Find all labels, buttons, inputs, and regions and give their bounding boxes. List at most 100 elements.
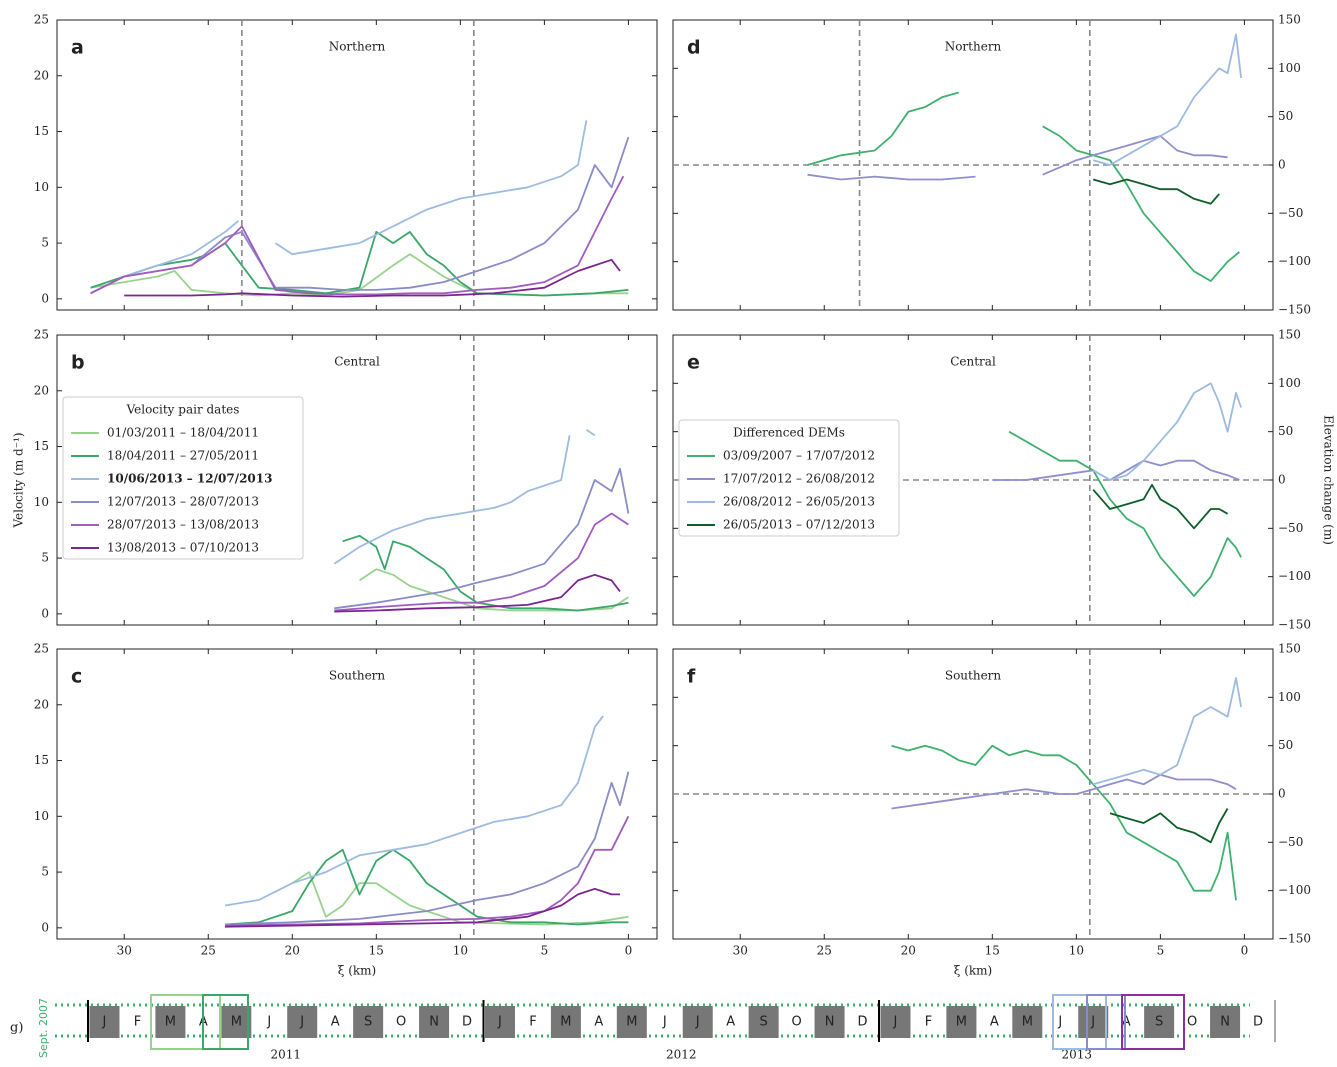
y2-tick-label: 0 bbox=[1278, 787, 1286, 801]
month-label: S bbox=[1155, 1015, 1163, 1030]
month-label: J bbox=[662, 1015, 667, 1030]
month-box bbox=[1144, 1006, 1175, 1038]
month-box bbox=[1210, 1006, 1241, 1038]
x-tick-label: 25 bbox=[817, 944, 832, 958]
y2-tick-label: 150 bbox=[1278, 328, 1301, 342]
series-line bbox=[1092, 677, 1242, 786]
series-line bbox=[1092, 382, 1242, 481]
y2-tick-label: 100 bbox=[1278, 690, 1301, 704]
legend-label: 03/09/2007 – 17/07/2012 bbox=[723, 449, 875, 463]
panel-letter: c bbox=[71, 666, 82, 688]
month-label: J bbox=[695, 1015, 700, 1030]
series-line bbox=[1008, 430, 1242, 597]
series-line bbox=[334, 512, 629, 612]
month-label: D bbox=[858, 1015, 868, 1030]
series-line bbox=[333, 429, 596, 565]
x-tick-label: 5 bbox=[541, 944, 549, 958]
month-box bbox=[550, 1006, 581, 1038]
month-box bbox=[682, 1006, 713, 1038]
y2-tick-label: 150 bbox=[1278, 642, 1301, 656]
month-box bbox=[616, 1006, 647, 1038]
series-line bbox=[891, 773, 1237, 810]
y-tick-label: 5 bbox=[41, 551, 49, 565]
panel-letter: b bbox=[71, 352, 85, 374]
year-label: 2013 bbox=[1061, 1048, 1092, 1062]
y-tick-label: 25 bbox=[34, 328, 49, 342]
y2-tick-label: 100 bbox=[1278, 61, 1301, 75]
x-tick-label: 15 bbox=[369, 944, 384, 958]
panel-title: Central bbox=[334, 355, 380, 369]
month-box bbox=[353, 1006, 384, 1038]
panel-title: Northern bbox=[329, 40, 386, 54]
panel-title: Central bbox=[950, 355, 996, 369]
series-line bbox=[90, 175, 625, 296]
y-tick-label: 10 bbox=[34, 495, 49, 509]
year-label: 2012 bbox=[666, 1048, 697, 1062]
x-tick-label: 10 bbox=[1069, 944, 1084, 958]
month-box bbox=[419, 1006, 450, 1038]
month-label: A bbox=[990, 1015, 999, 1030]
panel-title: Southern bbox=[945, 669, 1002, 683]
legend-title: Velocity pair dates bbox=[126, 403, 240, 417]
y-tick-label: 0 bbox=[41, 606, 49, 620]
month-label: M bbox=[1022, 1015, 1033, 1030]
month-label: A bbox=[1122, 1015, 1131, 1030]
y-tick-label: 25 bbox=[34, 642, 49, 656]
x-tick-label: 10 bbox=[453, 944, 468, 958]
month-box bbox=[221, 1006, 252, 1038]
legend-label: 12/07/2013 – 28/07/2013 bbox=[107, 495, 259, 509]
y-tick-label: 15 bbox=[34, 753, 49, 767]
legend-title: Differenced DEMs bbox=[733, 426, 845, 440]
month-box bbox=[287, 1006, 318, 1038]
month-label: O bbox=[791, 1015, 801, 1030]
y2-tick-label: −100 bbox=[1278, 569, 1311, 583]
legend-label: 13/08/2013 – 07/10/2013 bbox=[107, 541, 259, 555]
month-label: J bbox=[299, 1015, 304, 1030]
y2-axis-label: Elevation change (m) bbox=[1322, 415, 1336, 545]
y-tick-label: 20 bbox=[34, 383, 49, 397]
plot-frame bbox=[56, 334, 658, 626]
x-tick-label: 0 bbox=[1241, 944, 1249, 958]
y2-tick-label: −50 bbox=[1278, 206, 1303, 220]
series-line bbox=[225, 815, 630, 927]
x-axis-label: ξ (km) bbox=[338, 964, 376, 978]
panel-letter: f bbox=[687, 666, 696, 688]
y2-tick-label: −50 bbox=[1278, 835, 1303, 849]
legend-label: 17/07/2012 – 26/08/2012 bbox=[723, 472, 875, 486]
series-line bbox=[291, 871, 629, 926]
series-line bbox=[992, 459, 1240, 481]
year-label: 2011 bbox=[270, 1048, 301, 1062]
y2-tick-label: −50 bbox=[1278, 521, 1303, 535]
y2-tick-label: 0 bbox=[1278, 158, 1286, 172]
month-label: N bbox=[429, 1015, 439, 1030]
month-label: J bbox=[1057, 1015, 1062, 1030]
series-line bbox=[225, 848, 629, 926]
legend-box bbox=[62, 396, 304, 560]
month-label: J bbox=[102, 1015, 107, 1030]
series-line bbox=[90, 136, 630, 295]
series-line bbox=[1092, 33, 1242, 166]
series-line bbox=[1092, 483, 1229, 530]
y2-tick-label: 50 bbox=[1278, 424, 1293, 438]
month-label: M bbox=[231, 1015, 242, 1030]
series-line bbox=[1109, 808, 1229, 844]
x-axis-label: ξ (km) bbox=[954, 964, 992, 978]
panel-letter: d bbox=[687, 37, 701, 59]
x-tick-label: 30 bbox=[733, 944, 748, 958]
y2-tick-label: 0 bbox=[1278, 473, 1286, 487]
x-tick-label: 25 bbox=[201, 944, 216, 958]
month-box bbox=[880, 1006, 911, 1038]
month-box bbox=[946, 1006, 977, 1038]
month-box bbox=[1078, 1006, 1109, 1038]
month-label: F bbox=[134, 1015, 141, 1030]
month-box bbox=[1012, 1006, 1043, 1038]
series-line bbox=[891, 744, 1237, 901]
series-line bbox=[807, 91, 1240, 282]
panel-letter: a bbox=[71, 37, 84, 59]
series-line bbox=[342, 534, 629, 612]
legend-label: 28/07/2013 – 13/08/2013 bbox=[107, 518, 259, 532]
legend-label: 01/03/2011 – 18/04/2011 bbox=[107, 426, 259, 440]
plot-frame bbox=[56, 19, 658, 311]
y2-tick-label: 100 bbox=[1278, 376, 1301, 390]
